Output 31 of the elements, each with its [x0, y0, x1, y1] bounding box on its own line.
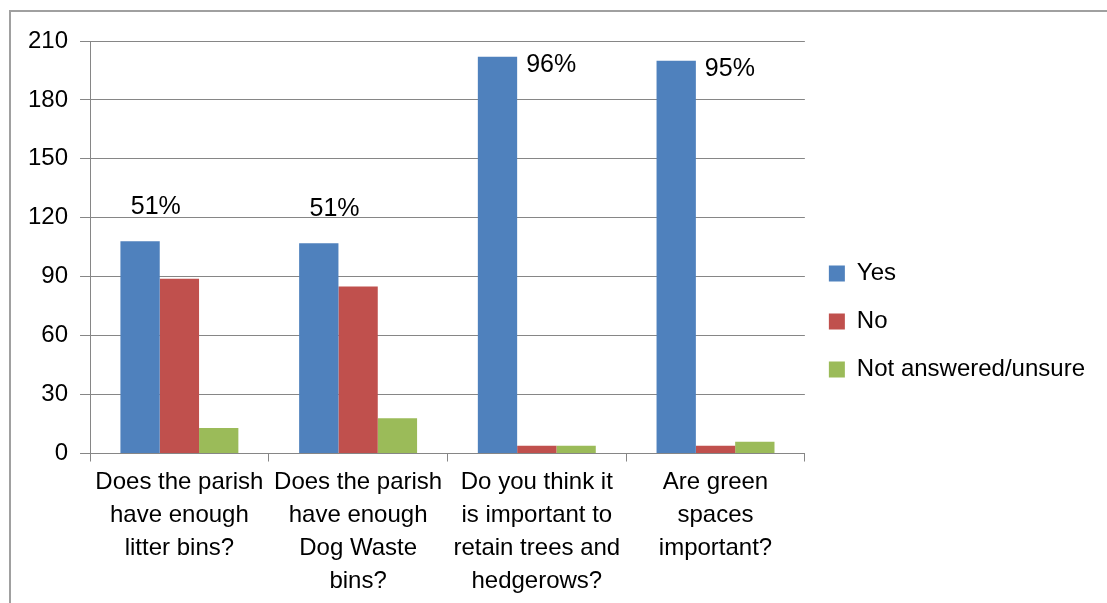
- x-tick-label: Are green spaces important?: [658, 466, 773, 560]
- x-tick-label: Does the parish have enough Dog Waste bins?: [274, 466, 443, 594]
- bar: [338, 286, 378, 454]
- y-tick-label: 30: [41, 379, 69, 407]
- bar: [299, 243, 339, 454]
- legend-label: Yes: [856, 258, 897, 286]
- annotation: 96%: [526, 49, 577, 78]
- legend-label: Not answered/unsure: [856, 354, 1086, 382]
- annotation: 51%: [309, 192, 360, 221]
- bar: [556, 445, 596, 454]
- y-tick-label: 210: [28, 25, 69, 53]
- bar: [199, 427, 239, 454]
- y-tick-label: 180: [28, 84, 69, 112]
- y-tick-label: 90: [41, 261, 69, 289]
- bar: [120, 241, 160, 454]
- y-tick-label: 150: [28, 143, 69, 171]
- bar: [517, 445, 557, 454]
- annotation: 51%: [130, 190, 181, 219]
- y-tick-label: 120: [28, 202, 69, 230]
- x-tick-label: Do you think it is important to retain trees and hedgerows?: [453, 466, 621, 594]
- bar: [477, 56, 518, 454]
- bar: [377, 418, 418, 454]
- legend-label: No: [856, 306, 888, 334]
- bar: [735, 441, 775, 454]
- bar: [695, 445, 736, 454]
- bar: [159, 278, 200, 454]
- y-tick-label: 60: [41, 320, 69, 348]
- y-tick-label: 0: [54, 438, 69, 466]
- x-tick-label: Does the parish have enough litter bins?: [95, 466, 264, 560]
- bar: [656, 60, 696, 454]
- annotation: 95%: [704, 53, 755, 82]
